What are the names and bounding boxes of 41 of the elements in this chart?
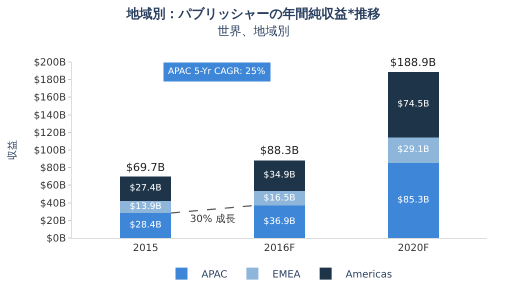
data-label: $27.4B	[130, 184, 162, 194]
data-label: $29.1B	[397, 145, 430, 156]
legend-label: EMEA	[272, 270, 301, 281]
bar	[120, 213, 172, 238]
y-axis-title: 収益	[6, 140, 19, 160]
legend-label: APAC	[202, 270, 228, 281]
annotation: APAC 5-Yr CAGR: 25%	[168, 67, 266, 77]
data-label: $34.9B	[264, 170, 296, 181]
y-tick-label: $140B	[34, 110, 66, 122]
y-tick-label: $200B	[34, 58, 66, 68]
legend-label: Americas	[346, 270, 392, 281]
y-tick-label: $100B	[34, 146, 66, 156]
y-tick-label: $20B	[40, 216, 66, 227]
total-label: $88.3B	[260, 144, 300, 157]
data-label: $36.9B	[264, 216, 296, 227]
y-tick-label: $40B	[40, 198, 66, 210]
total-label: $69.7B	[126, 161, 166, 174]
bar	[388, 72, 439, 138]
bar	[254, 160, 305, 192]
data-label: $74.5B	[397, 100, 430, 110]
chart-subtitle: 世界、地域別	[218, 24, 290, 38]
y-tick-label: $80B	[40, 163, 66, 174]
data-label: $85.3B	[397, 195, 430, 206]
data-label: $16.5B	[264, 193, 296, 204]
bar	[388, 137, 439, 163]
y-tick-label: $180B	[34, 75, 66, 86]
y-tick-label: $0B	[46, 234, 66, 244]
data-label: $13.9B	[130, 202, 162, 212]
y-tick-label: $160B	[34, 92, 66, 104]
total-label: $188.9B	[390, 56, 436, 69]
y-tick-label: $120B	[34, 128, 66, 139]
data-label: $28.4B	[130, 220, 162, 231]
x-tick-label: 2015	[132, 243, 158, 254]
x-tick-label: 2020F	[398, 243, 430, 254]
annotation: 30% 成長	[190, 213, 236, 225]
chart-title: 地域別：パブリッシャーの年間純収益*推移	[126, 6, 380, 22]
bar	[388, 162, 439, 238]
y-tick-label: $60B	[40, 180, 66, 192]
bar	[254, 206, 305, 238]
bar	[120, 176, 172, 201]
x-tick-label: 2016F	[264, 243, 296, 254]
